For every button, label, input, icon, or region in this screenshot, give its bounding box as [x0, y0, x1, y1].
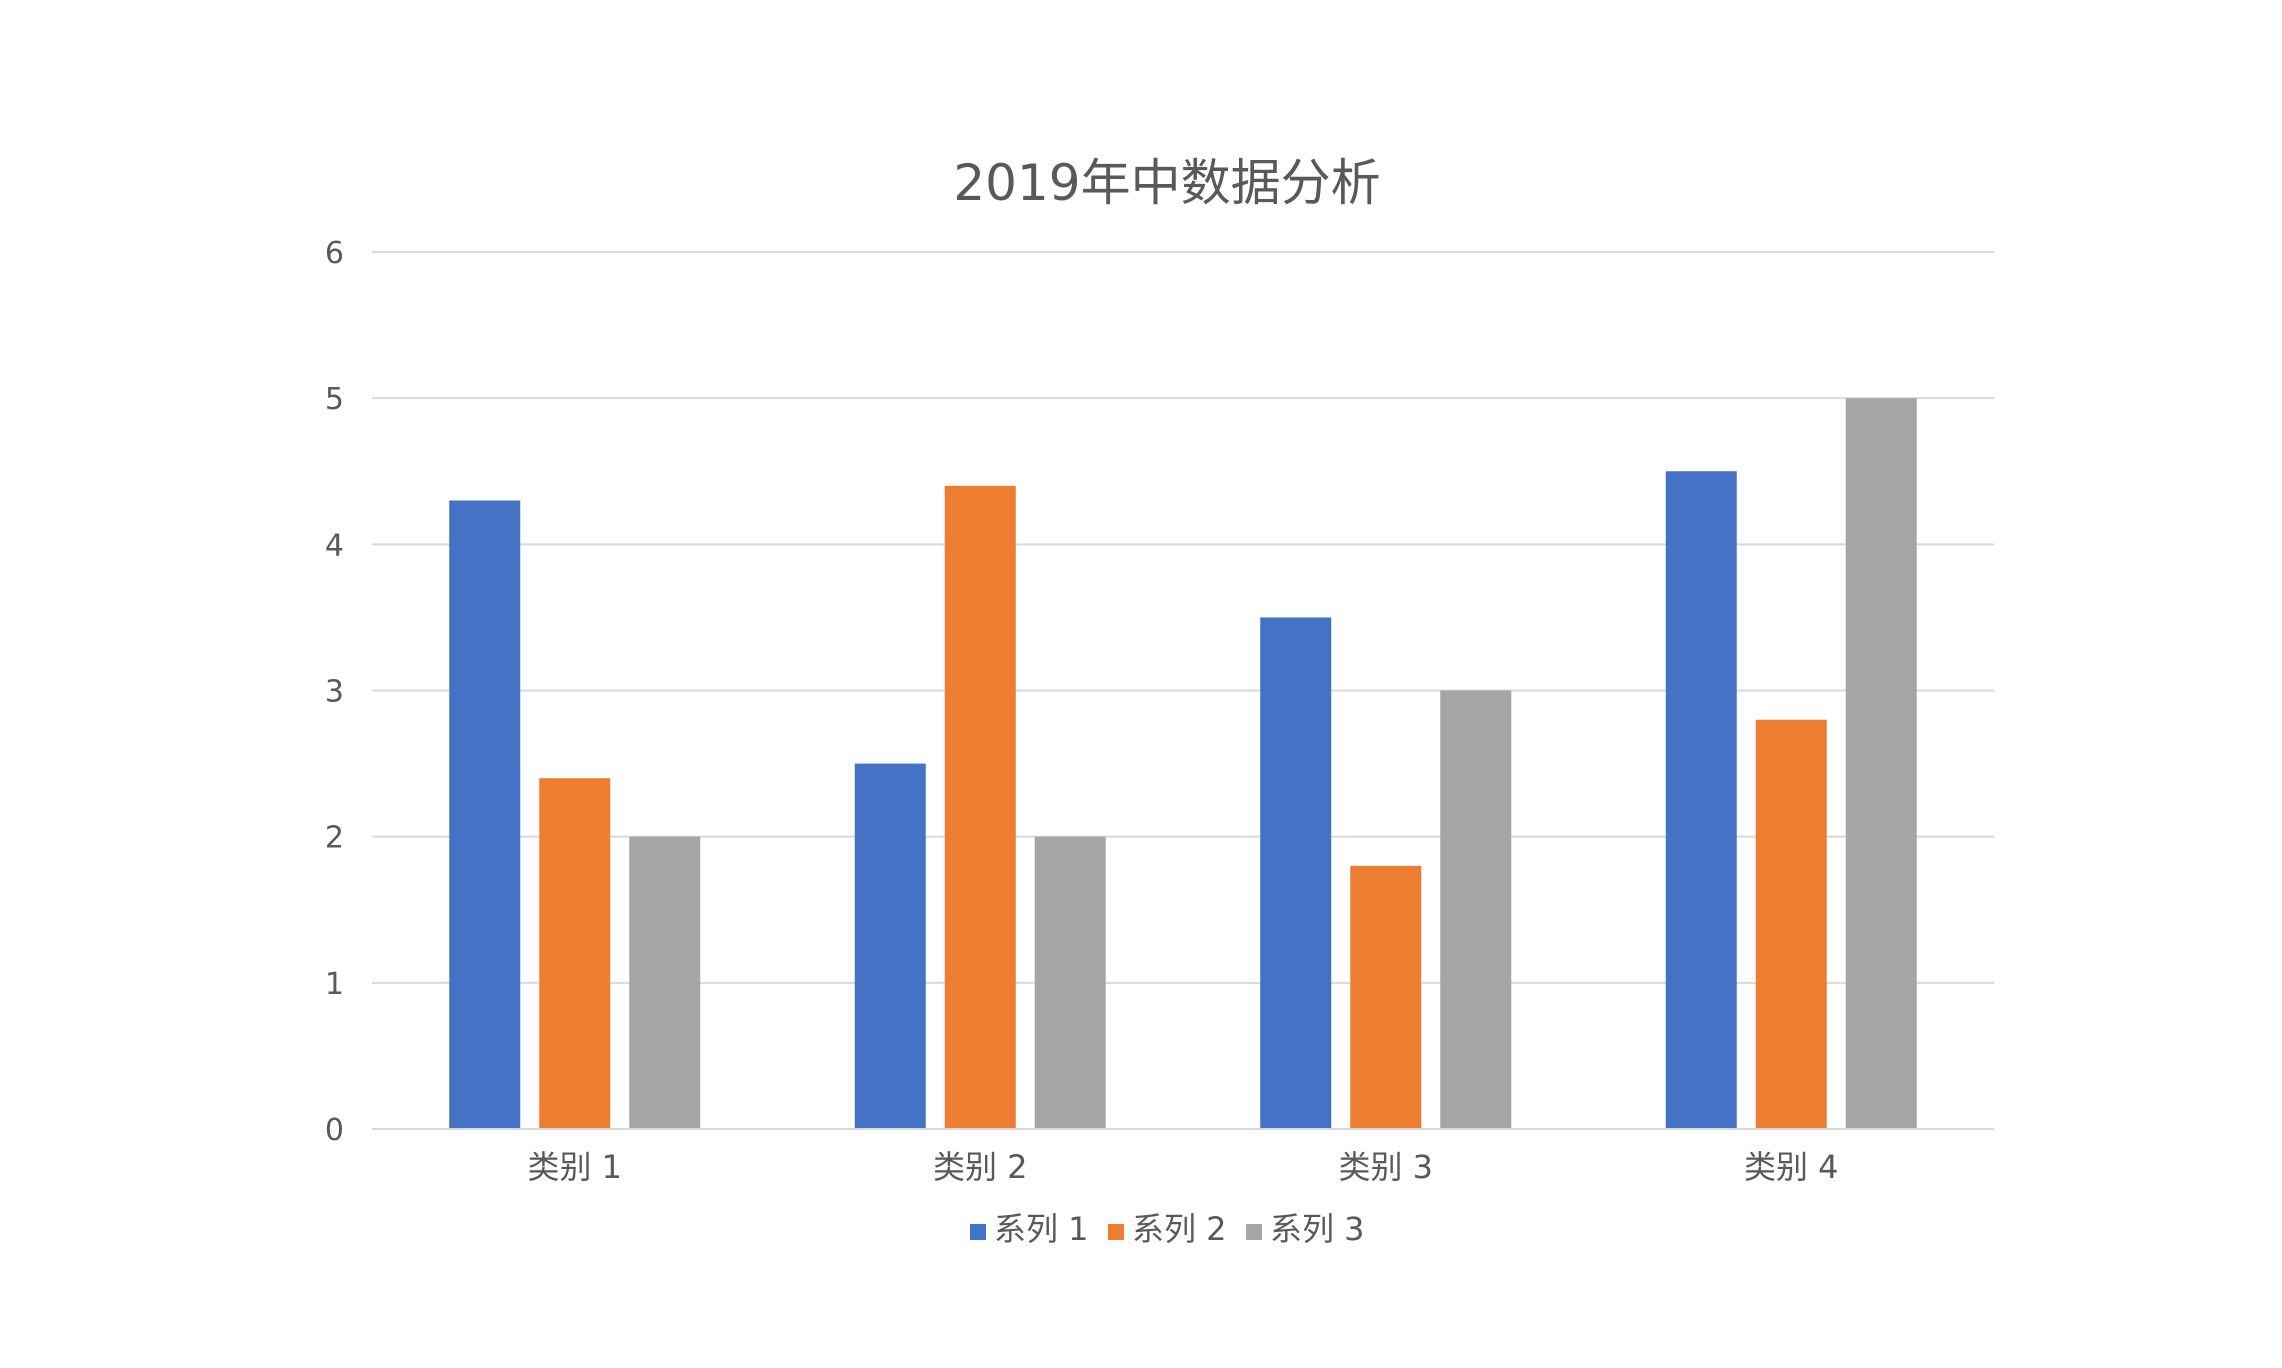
bar-series-1-category-1	[449, 500, 521, 1129]
legend: 系列 1 系列 2 系列 3	[970, 1210, 1365, 1248]
legend-label: 系列 2	[1132, 1210, 1227, 1248]
x-tick-label: 类别 2	[933, 1148, 1028, 1186]
legend-label: 系列 3	[1270, 1210, 1365, 1248]
bar-series-2-category-1	[539, 778, 611, 1129]
bar-series-3-category-3	[1440, 690, 1512, 1129]
bar-series-1-category-2	[854, 763, 926, 1129]
y-tick-label: 5	[325, 382, 344, 417]
bar-series-3-category-1	[629, 836, 701, 1129]
y-tick-label: 1	[325, 967, 344, 1002]
y-tick-label: 0	[325, 1113, 344, 1148]
y-tick-label: 6	[325, 236, 344, 271]
bar-series-2-category-3	[1350, 865, 1422, 1129]
y-tick-label: 4	[325, 528, 344, 563]
x-tick-label: 类别 1	[527, 1148, 622, 1186]
bar-series-3-category-2	[1034, 836, 1106, 1129]
bar-series-2-category-4	[1755, 719, 1827, 1129]
legend-item-series-2: 系列 2	[1108, 1210, 1227, 1248]
legend-swatch	[1108, 1224, 1124, 1240]
y-axis-ticks: 0 1 2 3 4 5 6	[325, 236, 344, 1148]
x-tick-label: 类别 4	[1744, 1148, 1839, 1186]
chart-title: 2019年中数据分析	[953, 154, 1380, 212]
x-tick-label: 类别 3	[1338, 1148, 1433, 1186]
legend-item-series-3: 系列 3	[1246, 1210, 1365, 1248]
gridlines	[372, 251, 1994, 984]
legend-item-series-1: 系列 1	[970, 1210, 1089, 1248]
legend-label: 系列 1	[994, 1210, 1089, 1248]
y-tick-label: 2	[325, 821, 344, 856]
bars	[449, 398, 1917, 1130]
legend-swatch	[1246, 1224, 1262, 1240]
bar-series-1-category-4	[1665, 471, 1737, 1129]
y-tick-label: 3	[325, 675, 344, 710]
x-axis-ticks: 类别 1 类别 2 类别 3 类别 4	[527, 1148, 1838, 1186]
bar-series-3-category-4	[1845, 398, 1917, 1130]
bar-series-1-category-3	[1260, 617, 1332, 1129]
bar-series-2-category-2	[944, 485, 1016, 1129]
legend-swatch	[970, 1224, 986, 1240]
